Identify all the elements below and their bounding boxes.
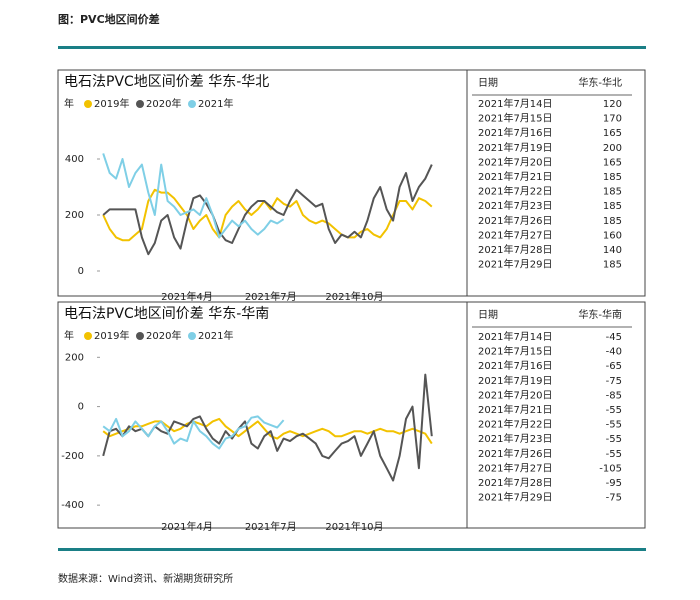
table-cell: -55	[606, 405, 622, 416]
table-cell: 185	[603, 216, 622, 227]
legend-label: 2020年	[146, 97, 181, 110]
table-cell: 2021年7月16日	[478, 359, 553, 372]
table-cell: -85	[606, 390, 622, 401]
legend-marker	[188, 332, 196, 340]
table-cell: 2021年7月27日	[478, 228, 553, 241]
x-tick-label: 2021年10月	[325, 290, 383, 303]
table-cell: 2021年7月19日	[478, 141, 553, 154]
legend-title: 年	[64, 329, 74, 342]
y-tick-label: 200	[65, 210, 84, 221]
panel-frame	[57, 69, 646, 297]
table-cell: 185	[603, 172, 622, 183]
legend-title: 年	[64, 97, 74, 110]
table-cell: 2021年7月27日	[478, 461, 553, 474]
x-tick-label: 2021年10月	[325, 520, 383, 533]
table-header: 华东-华南	[578, 308, 622, 321]
series-line	[102, 415, 285, 450]
table-cell: -65	[606, 361, 622, 372]
top-rule	[58, 46, 646, 49]
legend-label: 2019年	[94, 97, 129, 110]
table-cell: -75	[606, 493, 622, 504]
table-header: 日期	[478, 309, 498, 321]
table-cell: 120	[603, 99, 622, 110]
table-cell: -75	[606, 376, 622, 387]
table-cell: 2021年7月20日	[478, 155, 553, 168]
table-cell: 200	[603, 143, 622, 154]
table-cell: 2021年7月28日	[478, 243, 553, 256]
legend-marker	[188, 100, 196, 108]
table-cell: -95	[606, 478, 622, 489]
table-cell: -55	[606, 449, 622, 460]
table-cell: 2021年7月29日	[478, 258, 553, 271]
page-title: 图：PVC地区间价差	[58, 12, 160, 26]
table-cell: 2021年7月21日	[478, 170, 553, 183]
y-tick-label: 200	[65, 352, 84, 363]
table-cell: 2021年7月21日	[478, 403, 553, 416]
legend-label: 2021年	[198, 97, 233, 110]
y-tick-label: 0	[78, 266, 84, 277]
table-cell: 2021年7月15日	[478, 112, 553, 125]
table-header: 日期	[478, 77, 498, 89]
legend-marker	[136, 332, 144, 340]
table-cell: 185	[603, 201, 622, 212]
table-cell: 2021年7月23日	[478, 199, 553, 212]
table-cell: -40	[606, 347, 622, 358]
table-cell: 2021年7月14日	[478, 97, 553, 110]
table-cell: 2021年7月26日	[478, 214, 553, 227]
series-line	[102, 164, 433, 256]
table-cell: 2021年7月22日	[478, 418, 553, 431]
table-cell: 2021年7月23日	[478, 432, 553, 445]
x-tick-label: 2021年4月	[161, 290, 213, 303]
table-cell: 140	[603, 245, 622, 256]
y-tick-label: -400	[61, 500, 84, 511]
source-note: 数据来源：Wind资讯、新湖期货研究所	[58, 572, 233, 585]
table-cell: -55	[606, 420, 622, 431]
series-line	[102, 373, 433, 482]
table-cell: 2021年7月22日	[478, 185, 553, 198]
table-header: 华东-华北	[578, 76, 622, 89]
series-line	[102, 153, 285, 239]
table-cell: -105	[599, 463, 622, 474]
table-cell: 2021年7月19日	[478, 374, 553, 387]
table-cell: 185	[603, 260, 622, 271]
legend-label: 2019年	[94, 329, 129, 342]
table-cell: 170	[603, 114, 622, 125]
legend-marker	[84, 100, 92, 108]
x-tick-label: 2021年4月	[161, 520, 213, 533]
y-tick-label: 0	[78, 402, 84, 413]
table-cell: 2021年7月16日	[478, 126, 553, 139]
x-tick-label: 2021年7月	[245, 520, 297, 533]
bottom-rule	[58, 548, 646, 551]
legend-label: 2020年	[146, 329, 181, 342]
table-cell: 2021年7月28日	[478, 476, 553, 489]
legend-label: 2021年	[198, 329, 233, 342]
table-cell: 185	[603, 187, 622, 198]
table-cell: 2021年7月29日	[478, 491, 553, 504]
chart-title: 电石法PVC地区间价差 华东-华北	[64, 74, 269, 90]
table-cell: 165	[603, 128, 622, 139]
x-tick-label: 2021年7月	[245, 290, 297, 303]
table-cell: -45	[606, 332, 622, 343]
chart-title: 电石法PVC地区间价差 华东-华南	[64, 306, 269, 322]
table-cell: 165	[603, 157, 622, 168]
y-tick-label: -200	[61, 451, 84, 462]
table-cell: 2021年7月15日	[478, 345, 553, 358]
table-cell: 2021年7月14日	[478, 330, 553, 343]
y-tick-label: 400	[65, 154, 84, 165]
table-cell: -55	[606, 434, 622, 445]
table-cell: 2021年7月26日	[478, 447, 553, 460]
legend-marker	[84, 332, 92, 340]
table-cell: 160	[603, 230, 622, 241]
table-cell: 2021年7月20日	[478, 388, 553, 401]
panel-frame	[57, 301, 646, 529]
legend-marker	[136, 100, 144, 108]
